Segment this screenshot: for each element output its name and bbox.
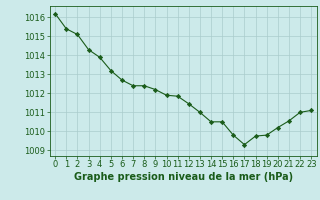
X-axis label: Graphe pression niveau de la mer (hPa): Graphe pression niveau de la mer (hPa) [74,172,293,182]
